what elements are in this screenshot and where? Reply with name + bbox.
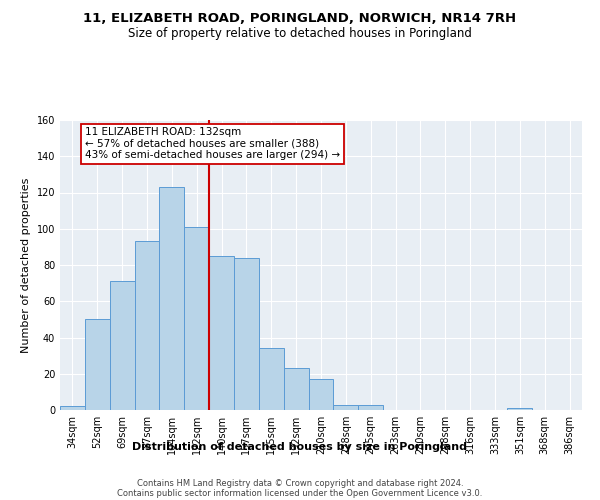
Bar (110, 282, 134, 410)
Text: Size of property relative to detached houses in Poringland: Size of property relative to detached ho… (128, 28, 472, 40)
Bar (284, 368, 308, 410)
Bar (259, 348, 284, 410)
Bar (308, 379, 334, 410)
Bar (160, 187, 184, 410)
Y-axis label: Number of detached properties: Number of detached properties (21, 178, 31, 352)
Bar (85, 320, 110, 410)
Text: 11, ELIZABETH ROAD, PORINGLAND, NORWICH, NR14 7RH: 11, ELIZABETH ROAD, PORINGLAND, NORWICH,… (83, 12, 517, 26)
Bar (358, 404, 383, 410)
Bar (209, 256, 234, 410)
Bar (508, 408, 532, 410)
Text: Contains public sector information licensed under the Open Government Licence v3: Contains public sector information licen… (118, 489, 482, 498)
Text: 11 ELIZABETH ROAD: 132sqm
← 57% of detached houses are smaller (388)
43% of semi: 11 ELIZABETH ROAD: 132sqm ← 57% of detac… (85, 127, 340, 160)
Text: Distribution of detached houses by size in Poringland: Distribution of detached houses by size … (133, 442, 467, 452)
Text: Contains HM Land Registry data © Crown copyright and database right 2024.: Contains HM Land Registry data © Crown c… (137, 479, 463, 488)
Bar (334, 404, 358, 410)
Bar (60, 406, 85, 410)
Bar (234, 258, 259, 410)
Bar (184, 227, 209, 410)
Bar (134, 242, 160, 410)
